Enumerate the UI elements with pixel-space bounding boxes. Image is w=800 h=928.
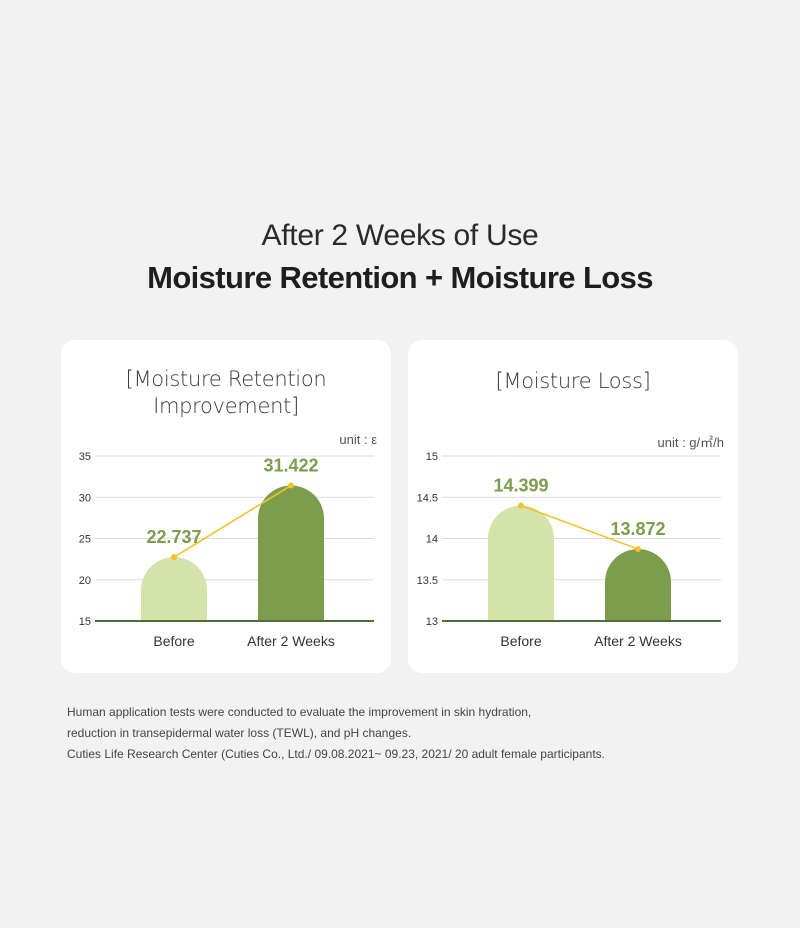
category-label: Before [153,633,194,649]
data-label: 14.399 [493,476,548,496]
trend-point [171,554,177,561]
y-tick-label: 15 [426,451,438,463]
data-label: 22.737 [146,527,201,547]
chart-title: [Moisture Retention Improvement] [61,366,391,420]
footnote-line: Cuties Life Research Center (Cuties Co.,… [67,747,605,761]
unit-label: unit : ε [339,432,377,447]
y-tick-label: 30 [79,492,91,504]
chart-title-line: [Moisture Retention [125,367,327,391]
category-label: After 2 Weeks [247,633,335,649]
y-tick-label: 13 [426,616,438,628]
trend-point [635,546,641,553]
page-header: After 2 Weeks of Use Moisture Retention … [0,214,800,300]
chart-title-line: Improvement] [153,394,299,418]
moisture-loss-card: [Moisture Loss] unit : g/㎡/h 15 14.5 14 13.… [408,340,738,673]
moisture-retention-card: [Moisture Retention Improvement] unit : … [61,340,391,673]
y-tick-label: 14 [426,534,438,546]
chart-title: [Moisture Loss] [408,368,738,395]
trend-line [520,504,639,550]
footnote-line: reduction in transepidermal water loss (… [67,726,412,740]
category-label: Before [500,633,541,649]
bar-before [488,505,554,621]
moisture-loss-chart: 15 14.5 14 13.5 13 14.399 Before 13.872 After 2 … [417,451,721,649]
y-tick-label: 25 [79,534,91,546]
footnote: Human application tests were conducted t… [67,702,747,765]
bar-before [141,557,207,621]
category-label: After 2 Weeks [594,633,682,649]
data-label: 13.872 [610,519,665,539]
unit-label: unit : g/㎡/h [657,435,724,450]
page-title: Moisture Retention + Moisture Loss [147,260,653,295]
y-tick-label: 14.5 [417,492,438,504]
moisture-retention-chart: 35 30 25 20 15 22.737 Before 31.422 After 2 Week… [79,451,374,649]
trend-line [173,484,292,558]
y-tick-label: 20 [79,575,91,587]
bar-after-2-weeks [258,485,324,621]
chart-title-line: [Moisture Loss] [495,369,651,393]
y-tick-label: 15 [79,616,91,628]
trend-point [518,502,524,509]
trend-point [288,482,294,489]
page-subtitle: After 2 Weeks of Use [261,219,539,252]
y-tick-label: 35 [79,451,91,463]
footnote-line: Human application tests were conducted t… [67,705,532,719]
data-label: 31.422 [263,456,318,476]
bar-after-2-weeks [605,549,671,621]
y-tick-label: 13.5 [417,575,438,587]
